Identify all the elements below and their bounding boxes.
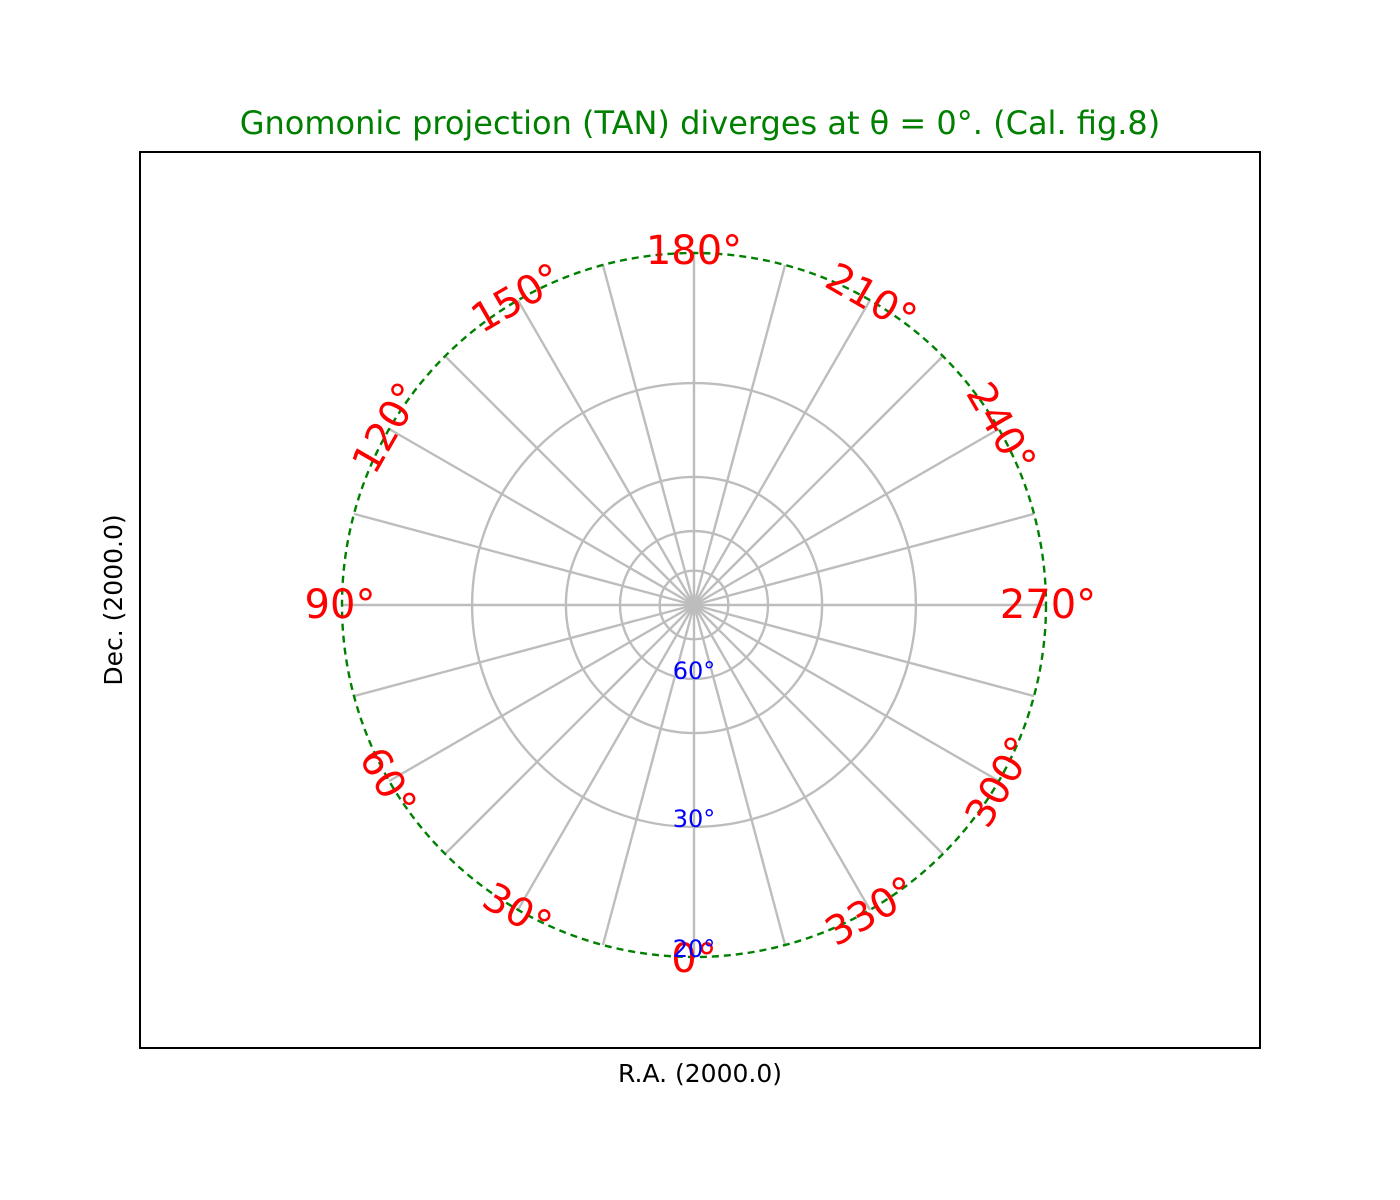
ra-label-300: 300°	[957, 729, 1045, 835]
ra-label-210: 210°	[818, 254, 924, 342]
ra-label-270: 270°	[1000, 582, 1096, 628]
ra-label-180: 180°	[646, 228, 742, 274]
ra-meridian-45	[444, 604, 695, 855]
ra-label-30: 30°	[475, 874, 559, 949]
ra-meridian-150	[516, 299, 696, 606]
ra-meridian-120	[388, 427, 695, 607]
x-axis-label: R.A. (2000.0)	[618, 1059, 782, 1088]
ra-meridian-345	[692, 604, 787, 946]
ra-meridian-135	[444, 355, 695, 606]
ra-meridian-75	[353, 603, 695, 698]
ra-meridian-165	[601, 264, 696, 606]
y-axis-label: Dec. (2000.0)	[99, 514, 128, 685]
ra-meridian-285	[693, 603, 1035, 698]
dec-label-30: 30°	[673, 805, 716, 833]
ra-meridian-195	[692, 264, 787, 606]
ra-meridian-240	[693, 427, 1000, 607]
grid-layer	[342, 253, 1046, 957]
ra-label-60: 60°	[350, 740, 425, 824]
ra-meridian-330	[692, 604, 872, 911]
ra-label-90: 90°	[305, 582, 376, 628]
ra-label-120: 120°	[343, 375, 431, 481]
ra-meridian-300	[693, 603, 1000, 783]
ra-meridian-15	[601, 604, 696, 946]
chart-title: Gnomonic projection (TAN) diverges at θ …	[240, 104, 1161, 142]
ra-label-240: 240°	[957, 375, 1045, 481]
projection-boundary	[340, 251, 1048, 959]
ra-label-0: 0°	[671, 936, 716, 982]
dec-label-20: 20°	[673, 935, 716, 963]
ra-meridian-60	[388, 603, 695, 783]
ra-meridian-255	[693, 512, 1035, 607]
ra-label-150: 150°	[464, 254, 570, 342]
dec-label-60: 60°	[673, 657, 716, 685]
ra-meridian-225	[693, 355, 944, 606]
ra-meridian-30	[516, 604, 696, 911]
ra-meridian-210	[692, 299, 872, 606]
ra-meridian-315	[693, 604, 944, 855]
plot-frame	[139, 151, 1261, 1049]
ra-label-330: 330°	[818, 868, 924, 956]
ra-meridian-105	[353, 512, 695, 607]
